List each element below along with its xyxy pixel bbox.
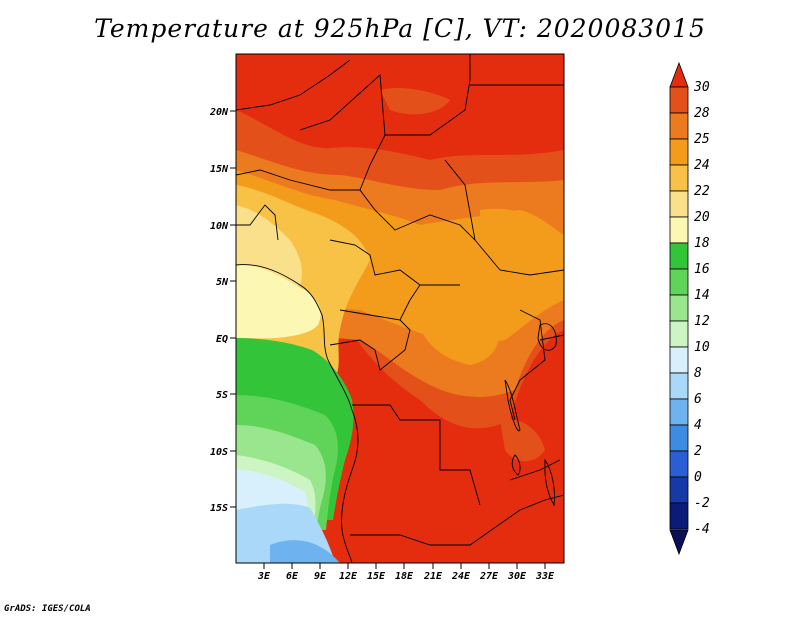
colorbar-segment: [669, 86, 689, 114]
lon-label: 33E: [535, 571, 555, 582]
colorbar-label: 16: [694, 262, 710, 277]
colorbar-label: 2: [694, 444, 702, 459]
lat-label: 5N: [216, 277, 229, 288]
colorbar-segment: [669, 398, 689, 426]
lat-label: 5S: [216, 390, 228, 401]
lon-label: 18E: [395, 571, 414, 582]
colorbar-label: 4: [694, 418, 702, 433]
colorbar-label: 6: [694, 392, 702, 407]
colorbar-segment: [669, 450, 689, 478]
colorbar-segment: [669, 242, 689, 270]
colorbar-segment: [669, 216, 689, 244]
colorbar-label: 8: [694, 366, 702, 381]
lon-label: 6E: [286, 571, 299, 582]
colorbar-label: 18: [694, 236, 710, 251]
colorbar-segment: [669, 424, 689, 452]
colorbar-bottom-triangle: [669, 529, 689, 556]
colorbar-label: 20: [694, 210, 710, 225]
colorbar-label: 25: [694, 132, 710, 147]
colorbar-top-triangle: [669, 61, 689, 88]
lon-label: 21E: [423, 571, 443, 582]
colorbar-segment: [669, 190, 689, 218]
colorbar-label: 30: [693, 80, 710, 95]
temperature-field: [236, 54, 564, 563]
colorbar-segment: [669, 164, 689, 192]
lon-label: 9E: [314, 571, 327, 582]
lon-label: 15E: [367, 571, 386, 582]
lon-label: 3E: [257, 571, 271, 582]
latitude-axis: 20N 15N 10N 5N EQ 5S 10S 15S: [209, 107, 236, 514]
colorbar-label: -4: [694, 522, 710, 537]
lat-label: 15N: [210, 164, 229, 175]
lon-label: 27E: [479, 571, 499, 582]
colorbar-segment: [669, 372, 689, 400]
map-frame: [235, 53, 565, 564]
colorbar-segment: [669, 294, 689, 322]
colorbar-label: 12: [694, 314, 710, 329]
country-borders: [236, 54, 564, 563]
lat-label: 10S: [210, 447, 228, 458]
lakes: [504, 323, 557, 507]
colorbar-segment: [669, 476, 689, 504]
colorbar-label: 0: [694, 470, 702, 485]
lat-label: 10N: [210, 221, 229, 232]
longitude-axis: 3E 6E 9E 12E 15E 18E 21E 24E 27E 30E 33E: [257, 563, 555, 582]
colorbar-label: 28: [694, 106, 710, 121]
lat-label: 20N: [209, 107, 229, 118]
lat-label: EQ: [216, 334, 228, 345]
colorbar-segment: [669, 112, 689, 140]
colorbar-label: 24: [694, 158, 710, 173]
colorbar-segment: [669, 502, 689, 530]
colorbar-label: -2: [694, 496, 710, 511]
lon-label: 12E: [339, 571, 358, 582]
lat-label: 15S: [210, 503, 228, 514]
colorbar: 30 28 25 24 22 20 18 16 14 12 10 8 6 4 2…: [669, 61, 710, 556]
colorbar-segment: [669, 320, 689, 348]
colorbar-label: 10: [694, 340, 710, 355]
colorbar-label: 14: [694, 288, 710, 303]
colorbar-segment: [669, 268, 689, 296]
colorbar-segment: [669, 346, 689, 374]
chart-title: Temperature at 925hPa [C], VT: 202008301…: [94, 14, 706, 43]
lon-label: 30E: [507, 571, 527, 582]
credit-text: GrADS: IGES/COLA: [4, 604, 91, 614]
colorbar-segment: [669, 138, 689, 166]
lon-label: 24E: [451, 571, 471, 582]
colorbar-label: 22: [694, 184, 710, 199]
